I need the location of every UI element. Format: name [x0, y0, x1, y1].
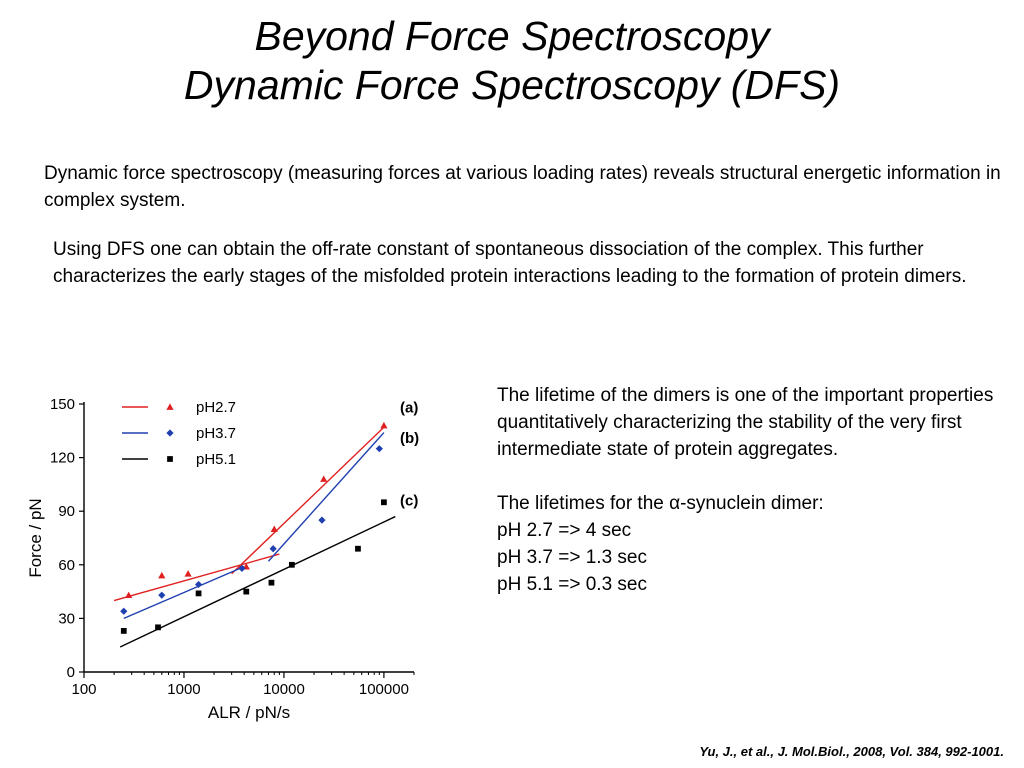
dfs-paragraph: Using DFS one can obtain the off-rate co… [53, 239, 967, 287]
lifetime-description: The lifetime of the dimers is one of the… [497, 385, 994, 460]
y-tick-label: 150 [50, 396, 75, 413]
legend-label-pH2.7: pH2.7 [196, 399, 236, 416]
x-tick-label: 100 [71, 681, 96, 698]
fit-line-pH2.7 [113, 553, 280, 602]
data-point-pH5.1 [381, 499, 387, 506]
data-point-pH2.7 [270, 525, 278, 532]
dfs-force-chart: 0 30 60 90 120 150 100 1000 10000 100000 ALR / pN/… [26, 396, 419, 722]
x-tick-label: 1000 [167, 681, 200, 698]
intro-paragraph: Dynamic force spectroscopy (measuring fo… [44, 163, 1001, 211]
data-point-pH2.7 [184, 570, 192, 577]
slide-title: Beyond Force Spectroscopy Dynamic Force … [0, 12, 1024, 110]
legend-label-pH5.1: pH5.1 [196, 451, 236, 468]
y-tick-label: 30 [58, 610, 75, 627]
data-point-pH2.7 [320, 475, 328, 482]
y-tick-label: 0 [67, 664, 75, 681]
data-point-pH5.1 [268, 579, 275, 586]
curve-label-pH2.7: (a) [400, 400, 418, 417]
lifetime-intro: The lifetimes for the α-synuclein dimer: [497, 493, 824, 514]
data-point-pH2.7 [380, 421, 388, 429]
data-point-pH5.1 [120, 628, 127, 634]
data-point-pH3.7 [120, 607, 128, 615]
fit-line-pH2.7 [231, 426, 385, 575]
data-point-pH3.7 [318, 516, 326, 524]
y-tick-label: 90 [58, 503, 75, 520]
title-line-2: Dynamic Force Spectroscopy (DFS) [183, 62, 841, 108]
data-point-pH2.7 [125, 591, 133, 599]
data-point-pH5.1 [355, 545, 361, 552]
legend-marker-pH5.1 [167, 456, 173, 462]
y-tick-label: 60 [58, 557, 75, 574]
x-axis-title: ALR / pN/s [208, 703, 290, 722]
y-tick-label: 120 [50, 450, 75, 467]
data-point-pH3.7 [375, 445, 383, 453]
citation: Yu, J., et al., J. Mol.Biol., 2008, Vol.… [699, 744, 1004, 759]
lifetime-ph51: pH 5.1 => 0.3 sec [497, 574, 647, 595]
fit-line-pH3.7 [267, 432, 385, 562]
data-point-pH2.7 [158, 571, 166, 579]
data-point-pH5.1 [288, 561, 295, 568]
x-tick-label: 10000 [263, 681, 305, 698]
lifetime-ph37: pH 3.7 => 1.3 sec [497, 547, 647, 568]
y-axis-title: Force / pN [26, 498, 45, 577]
fit-line-pH3.7 [123, 565, 245, 620]
curve-label-pH3.7: (b) [400, 430, 419, 447]
legend-label-pH3.7: pH3.7 [196, 425, 236, 442]
data-point-pH5.1 [195, 590, 202, 597]
data-point-pH3.7 [269, 545, 277, 553]
title-line-1: Beyond Force Spectroscopy [254, 13, 770, 59]
legend-marker-pH3.7 [166, 429, 174, 437]
x-tick-label: 100000 [359, 681, 409, 698]
data-point-pH5.1 [155, 624, 161, 631]
data-point-pH3.7 [158, 591, 166, 599]
lifetime-text-block: The lifetime of the dimers is one of the… [497, 382, 1012, 598]
lifetime-ph27: pH 2.7 => 4 sec [497, 520, 632, 541]
legend-marker-pH2.7 [166, 403, 174, 410]
curve-label-pH5.1: (c) [400, 492, 418, 509]
fit-line-pH5.1 [119, 515, 396, 648]
data-point-pH5.1 [243, 588, 250, 595]
